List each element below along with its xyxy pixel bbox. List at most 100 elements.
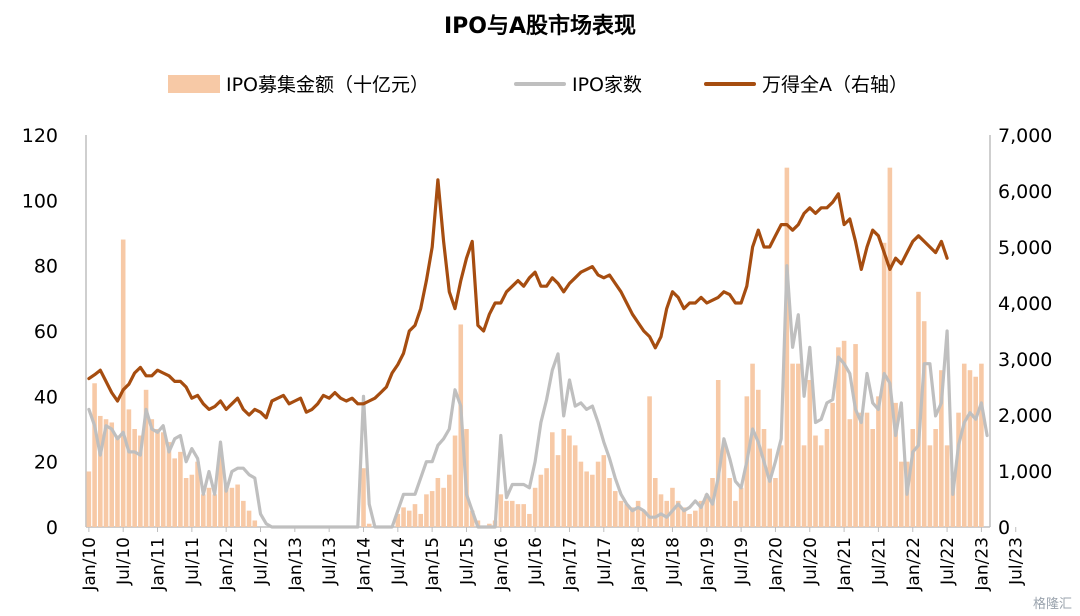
legend-label-ipo-count: IPO家数	[572, 74, 643, 96]
bar	[252, 520, 258, 527]
x-tick-label: Jul/22	[938, 537, 958, 586]
y-right-tick-label: 6,000	[998, 181, 1052, 203]
bar	[452, 435, 458, 527]
x-tick-label: Jan/11	[149, 537, 169, 592]
bar	[241, 500, 246, 527]
bar	[538, 474, 544, 527]
bar	[92, 383, 97, 527]
bar	[830, 402, 835, 527]
bar	[126, 409, 132, 527]
y-left-tick-label: 40	[34, 386, 58, 408]
bar	[578, 461, 584, 527]
bar	[664, 500, 670, 527]
bar	[624, 504, 629, 527]
x-tick-label: Jan/21	[835, 537, 855, 592]
x-tick-label: Jan/12	[217, 537, 237, 592]
bar	[115, 435, 120, 527]
y-right-tick-label: 2,000	[998, 405, 1052, 427]
legend-swatch-index	[704, 81, 756, 86]
bar	[561, 429, 567, 527]
bar	[607, 478, 612, 527]
bar	[733, 500, 738, 527]
x-tick-label: Jul/15	[457, 537, 477, 586]
bar	[103, 419, 109, 527]
y-left-tick-label: 100	[22, 190, 58, 212]
ipo-count-line	[87, 264, 989, 529]
x-tick-label: Jan/23	[972, 537, 992, 592]
x-tick-label: Jan/15	[423, 537, 443, 592]
x-tick-label: Jul/17	[595, 537, 615, 586]
legend-swatch-ipo-count	[514, 81, 566, 86]
bar	[498, 494, 504, 527]
bar	[584, 471, 589, 527]
bar	[195, 461, 200, 527]
bar	[836, 347, 841, 527]
bar	[630, 507, 635, 527]
bar	[824, 429, 830, 527]
bar	[132, 429, 137, 527]
bar	[178, 451, 183, 527]
x-tick-label: Jan/17	[560, 537, 580, 592]
bar	[635, 500, 641, 527]
x-tick-label: Jul/12	[252, 537, 272, 586]
bar	[418, 513, 423, 527]
bar	[773, 478, 778, 527]
legend: IPO募集金额（十亿元） IPO家数 万得全A（右轴）	[0, 70, 1080, 96]
bar	[160, 432, 166, 527]
bar	[675, 500, 681, 527]
bar	[120, 239, 126, 528]
bar	[487, 523, 492, 527]
bar	[166, 442, 172, 527]
bar	[412, 504, 418, 527]
bar	[521, 504, 526, 527]
bar	[950, 478, 956, 527]
bar	[693, 510, 698, 527]
watermark: 格隆汇	[1032, 597, 1072, 612]
bar	[601, 455, 607, 527]
x-tick-label: Jul/21	[869, 537, 889, 586]
bar	[778, 445, 784, 527]
bar	[761, 429, 767, 527]
x-tick-label: Jul/20	[801, 537, 821, 586]
bar	[429, 491, 435, 527]
bar	[967, 370, 973, 527]
x-tick-label: Jan/18	[629, 537, 649, 592]
bar	[887, 167, 893, 527]
bar	[870, 429, 875, 527]
x-tick-label: Jul/23	[1007, 537, 1027, 586]
bar	[149, 419, 155, 527]
bar	[876, 396, 881, 527]
y-right-tick-label: 0	[998, 517, 1010, 539]
bar	[555, 455, 561, 527]
legend-item-index: 万得全A（右轴）	[704, 70, 908, 97]
bar	[647, 396, 652, 527]
bar	[86, 471, 92, 527]
bar	[858, 412, 864, 527]
legend-label-bar: IPO募集金额（十亿元）	[226, 74, 430, 96]
x-tick-label: Jul/19	[732, 537, 752, 586]
bar	[361, 468, 366, 527]
bar	[939, 370, 944, 527]
bar	[755, 389, 761, 527]
bar	[98, 415, 103, 527]
bar	[847, 419, 853, 527]
bar	[727, 478, 732, 527]
x-tick-label: Jan/16	[492, 537, 512, 592]
bar	[155, 429, 160, 527]
bar	[143, 389, 149, 527]
bar	[138, 435, 143, 527]
bar	[183, 478, 189, 527]
bar	[544, 468, 549, 527]
bar	[109, 422, 115, 527]
y-left-tick-label: 120	[22, 125, 58, 147]
y-right-tick-label: 1,000	[998, 461, 1052, 483]
bar	[653, 478, 658, 527]
bar	[899, 461, 904, 527]
legend-swatch-bar	[168, 74, 220, 93]
y-left-tick-label: 0	[46, 517, 58, 539]
y-left-tick-label: 80	[34, 256, 58, 278]
x-tick-label: Jul/11	[183, 537, 203, 586]
bar	[853, 344, 858, 527]
bar	[550, 432, 555, 527]
